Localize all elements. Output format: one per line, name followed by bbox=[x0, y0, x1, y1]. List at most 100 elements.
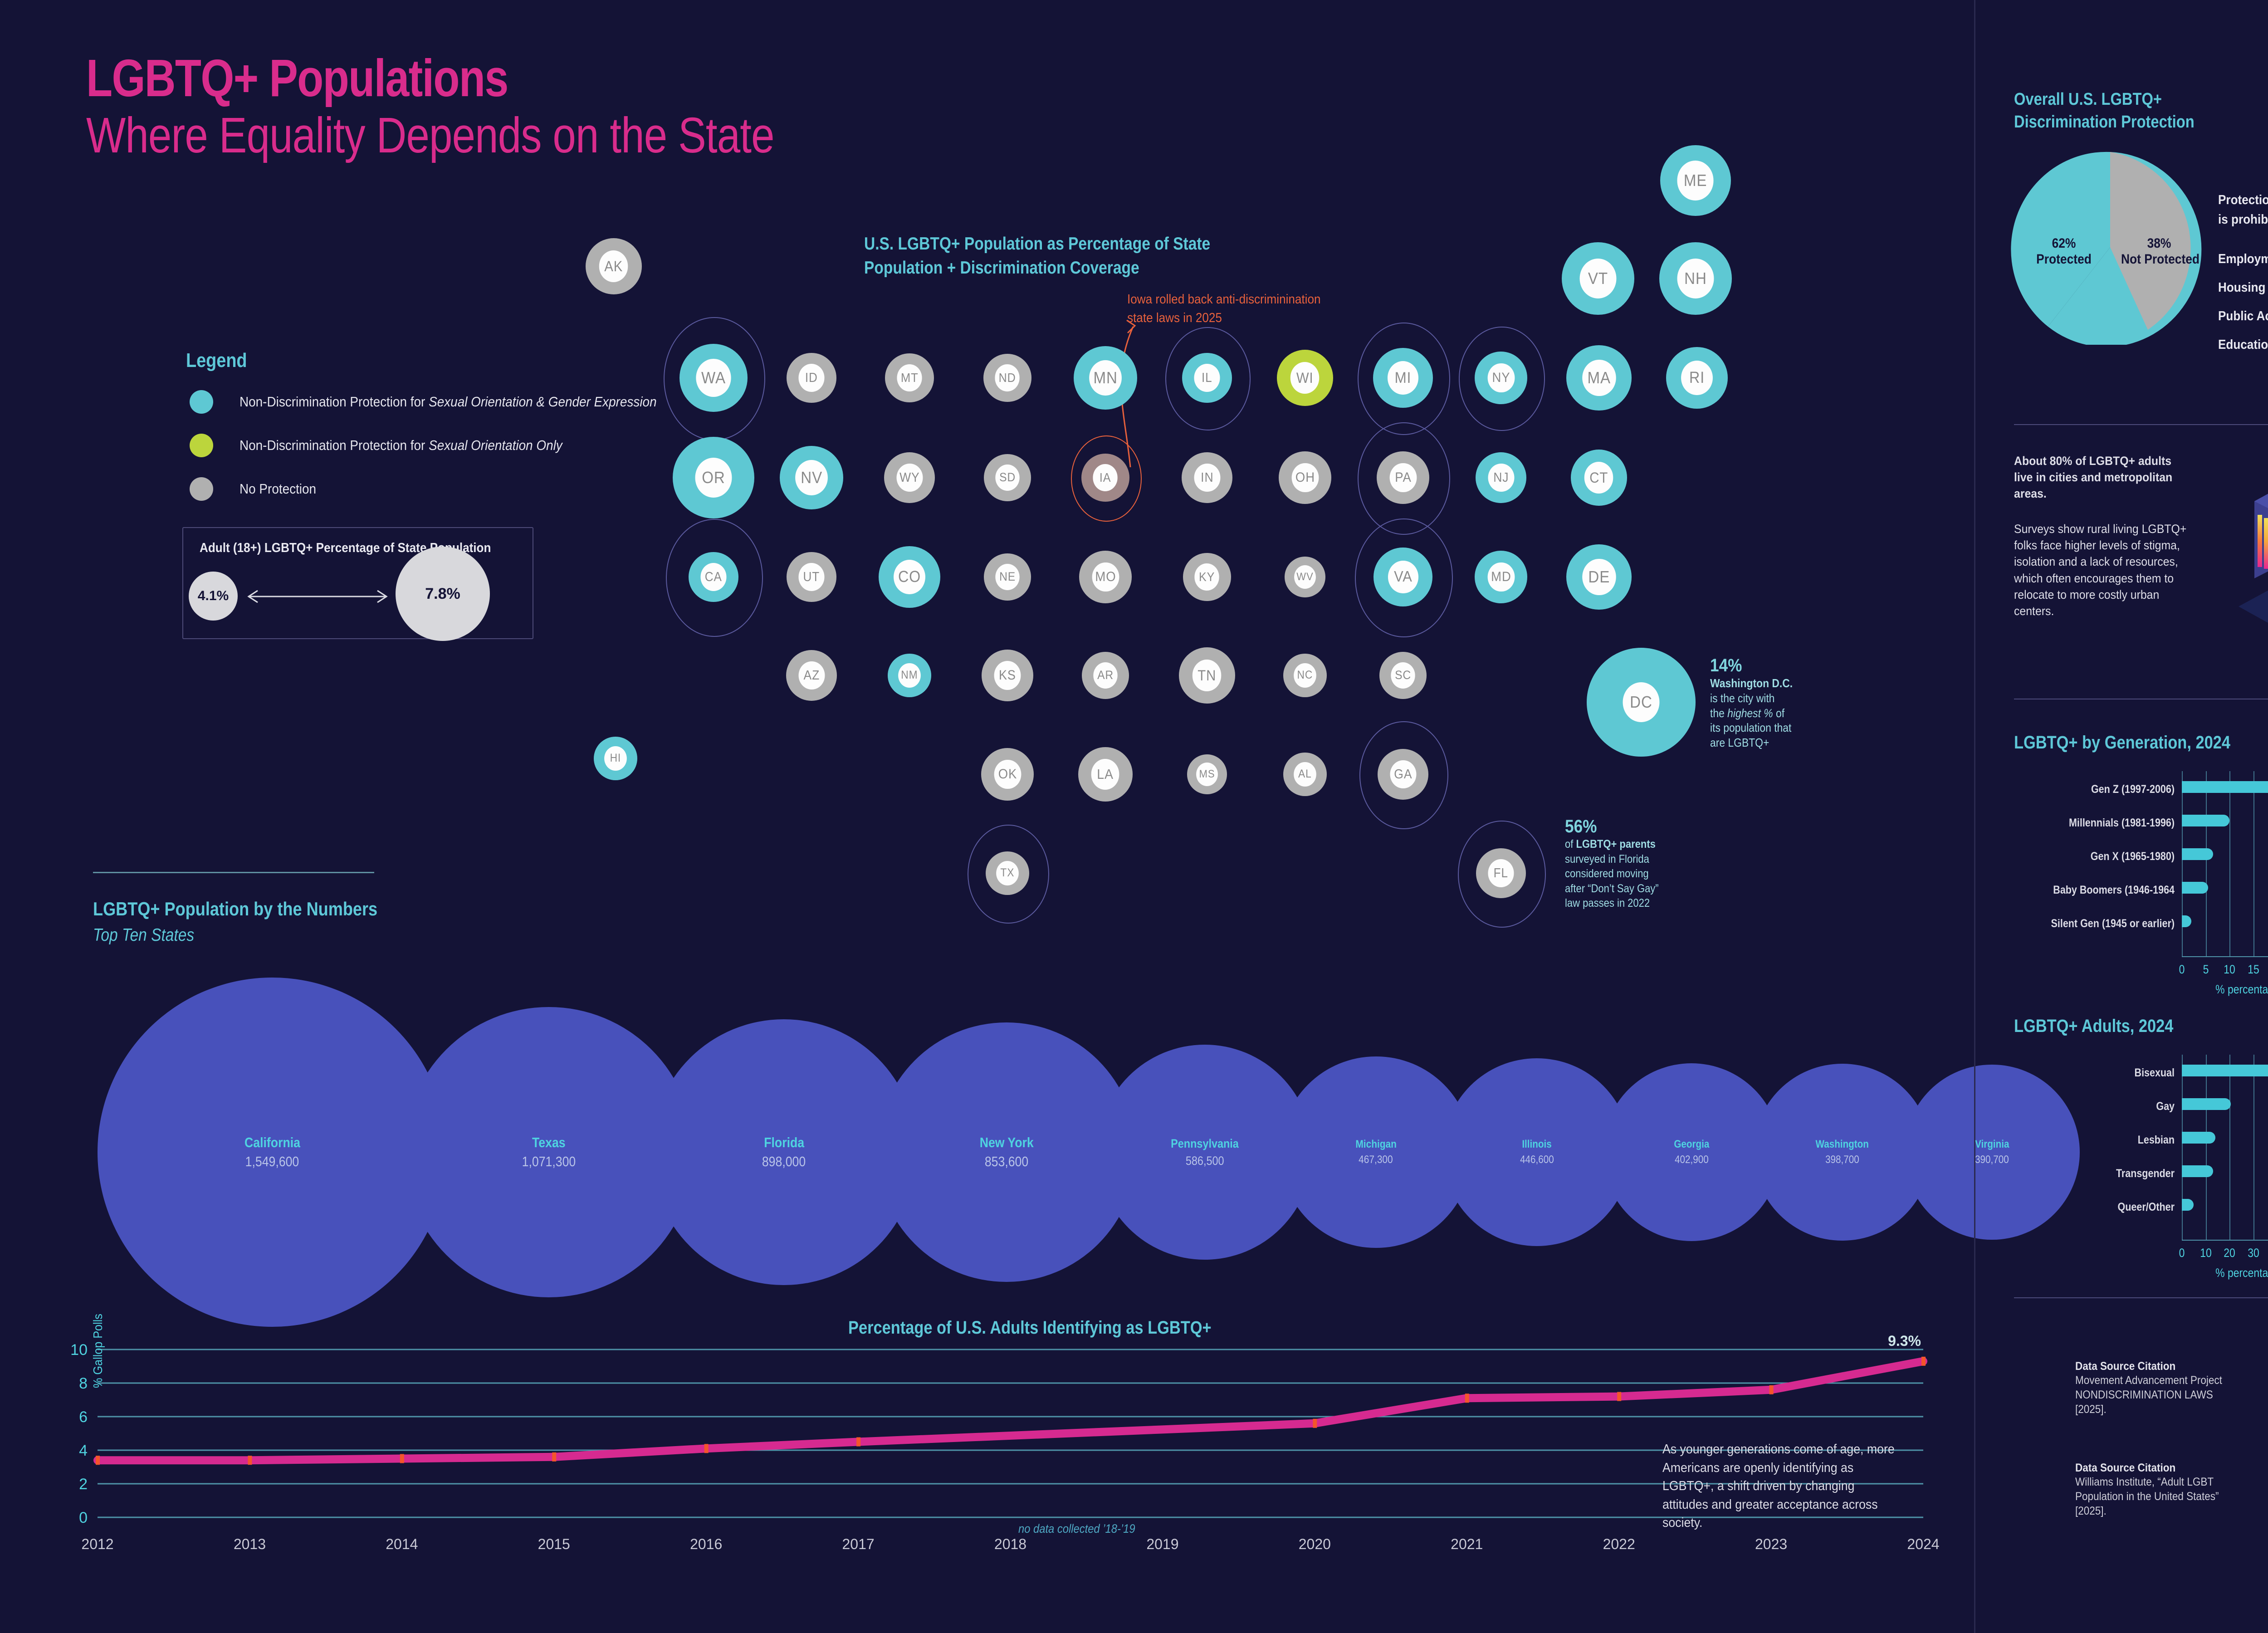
pie-slice2-pct: 38% bbox=[2147, 236, 2171, 251]
state-population-bubble[interactable]: Florida 898,000 bbox=[651, 1019, 917, 1286]
state-abbreviation: NH bbox=[1677, 259, 1714, 298]
state-abbreviation: WA bbox=[696, 359, 731, 397]
citation-2-heading: Data Source Citation bbox=[2075, 1462, 2176, 1474]
state-abbreviation: VA bbox=[1388, 560, 1418, 594]
page-subtitle: Where Equality Depends on the State bbox=[86, 108, 775, 163]
state-bubble-de[interactable]: DE bbox=[1566, 544, 1632, 610]
state-population-bubble[interactable]: Michigan 467,300 bbox=[1280, 1056, 1472, 1248]
state-bubble-tx[interactable]: TX bbox=[986, 851, 1029, 895]
state-bubble-ar[interactable]: AR bbox=[1082, 652, 1129, 699]
state-bubble-ca[interactable]: CA bbox=[689, 552, 738, 602]
state-population-bubble[interactable]: Illinois 446,600 bbox=[1443, 1058, 1631, 1246]
bar[interactable] bbox=[2182, 781, 2268, 793]
bar-category-label: Millennials (1981-1996) bbox=[2068, 816, 2175, 829]
state-abbreviation: WV bbox=[1294, 565, 1316, 589]
state-population-bubble[interactable]: Pennsylvania 586,500 bbox=[1097, 1045, 1312, 1260]
state-bubble-nm[interactable]: NM bbox=[888, 654, 931, 697]
state-abbreviation: IA bbox=[1093, 464, 1118, 491]
state-population-bubble[interactable]: Texas 1,071,300 bbox=[404, 1007, 694, 1298]
legend-heading: Legend bbox=[186, 349, 247, 372]
state-bubble-ak[interactable]: AK bbox=[586, 238, 642, 294]
state-population-bubble[interactable]: Georgia 402,900 bbox=[1602, 1063, 1781, 1242]
bar[interactable] bbox=[2182, 1132, 2215, 1144]
state-bubble-pa[interactable]: PA bbox=[1377, 451, 1429, 504]
fl-callout-line5: law passes in 2022 bbox=[1565, 897, 1650, 909]
state-bubble-md[interactable]: MD bbox=[1475, 551, 1527, 603]
bar[interactable] bbox=[2182, 1098, 2231, 1110]
state-bubble-ok[interactable]: OK bbox=[981, 748, 1034, 801]
state-bubble-dc[interactable]: DC bbox=[1587, 648, 1696, 757]
state-bubble-mt[interactable]: MT bbox=[885, 353, 934, 402]
state-population-bubble[interactable]: Washington 398,700 bbox=[1754, 1063, 1931, 1241]
gridline bbox=[2229, 1055, 2231, 1241]
x-axis-tick: 20 bbox=[2224, 1246, 2236, 1260]
state-bubble-wy[interactable]: WY bbox=[884, 452, 935, 503]
bubble-state-name: Virginia bbox=[1975, 1138, 2009, 1150]
state-bubble-va[interactable]: VA bbox=[1374, 548, 1432, 606]
legend-item: Non-Discrimination Protection for Sexual… bbox=[190, 434, 703, 457]
map-title-line1: U.S. LGBTQ+ Population as Percentage of … bbox=[864, 234, 1211, 254]
state-population-bubble[interactable]: Virginia 390,700 bbox=[1904, 1064, 2080, 1240]
state-bubble-wa[interactable]: WA bbox=[679, 344, 748, 412]
x-axis-tick: 2016 bbox=[690, 1536, 722, 1552]
bar[interactable] bbox=[2182, 882, 2208, 894]
state-abbreviation: TX bbox=[996, 861, 1019, 885]
state-bubble-la[interactable]: LA bbox=[1078, 747, 1133, 802]
state-bubble-ri[interactable]: RI bbox=[1666, 347, 1728, 409]
state-bubble-sc[interactable]: SC bbox=[1379, 652, 1427, 699]
bar[interactable] bbox=[2182, 815, 2230, 826]
state-bubble-nc[interactable]: NC bbox=[1283, 654, 1327, 697]
state-bubble-il[interactable]: IL bbox=[1182, 353, 1232, 403]
state-bubble-ma[interactable]: MA bbox=[1566, 345, 1632, 411]
state-bubble-or[interactable]: OR bbox=[673, 437, 754, 518]
bar[interactable] bbox=[2182, 848, 2213, 860]
bar[interactable] bbox=[2182, 1065, 2268, 1076]
legend-item-label: Non-Discrimination Protection for Sexual… bbox=[240, 437, 562, 453]
state-bubble-fl[interactable]: FL bbox=[1476, 848, 1526, 898]
state-abbreviation: MA bbox=[1582, 359, 1616, 396]
state-bubble-mo[interactable]: MO bbox=[1079, 551, 1132, 603]
state-population-bubble[interactable]: New York 853,600 bbox=[877, 1022, 1136, 1282]
state-bubble-ny[interactable]: NY bbox=[1475, 352, 1527, 404]
bubble-state-name: Washington bbox=[1816, 1138, 1869, 1150]
state-bubble-nj[interactable]: NJ bbox=[1476, 452, 1526, 503]
state-outline-ring bbox=[1355, 518, 1453, 638]
page-title: LGBTQ+ Populations bbox=[86, 49, 508, 108]
state-bubble-mi[interactable]: MI bbox=[1373, 348, 1433, 408]
state-bubble-oh[interactable]: OH bbox=[1279, 451, 1331, 504]
state-bubble-nh[interactable]: NH bbox=[1659, 242, 1732, 315]
state-population-bubble[interactable]: California 1,549,600 bbox=[98, 978, 447, 1327]
state-bubble-mn[interactable]: MN bbox=[1074, 346, 1137, 410]
state-bubble-wv[interactable]: WV bbox=[1285, 557, 1325, 597]
state-bubble-al[interactable]: AL bbox=[1283, 753, 1327, 796]
state-bubble-id[interactable]: ID bbox=[787, 353, 836, 403]
state-bubble-in[interactable]: IN bbox=[1182, 452, 1232, 503]
state-bubble-az[interactable]: AZ bbox=[786, 650, 837, 701]
state-bubble-ga[interactable]: GA bbox=[1378, 749, 1428, 800]
x-axis-tick: 2023 bbox=[1755, 1536, 1787, 1552]
state-bubble-nv[interactable]: NV bbox=[780, 446, 843, 509]
state-bubble-ne[interactable]: NE bbox=[984, 553, 1031, 601]
bar[interactable] bbox=[2182, 1165, 2213, 1177]
citation-1-body: Movement Advancement Project NONDISCRIMI… bbox=[2075, 1374, 2222, 1416]
state-bubble-ms[interactable]: MS bbox=[1187, 754, 1227, 794]
state-outline-ring bbox=[1071, 435, 1142, 522]
bubble-state-name: New York bbox=[979, 1134, 1034, 1150]
state-bubble-vt[interactable]: VT bbox=[1562, 242, 1634, 315]
state-bubble-nd[interactable]: ND bbox=[983, 354, 1031, 402]
state-bubble-hi[interactable]: HI bbox=[594, 737, 637, 780]
state-bubble-tn[interactable]: TN bbox=[1179, 647, 1235, 704]
bar[interactable] bbox=[2182, 915, 2192, 927]
state-bubble-wi[interactable]: WI bbox=[1277, 350, 1333, 406]
state-bubble-me[interactable]: ME bbox=[1660, 145, 1731, 216]
state-bubble-sd[interactable]: SD bbox=[984, 454, 1031, 501]
state-bubble-ky[interactable]: KY bbox=[1183, 553, 1231, 601]
state-bubble-ut[interactable]: UT bbox=[787, 552, 836, 602]
bar[interactable] bbox=[2182, 1199, 2194, 1211]
bubble-state-value: 898,000 bbox=[762, 1153, 806, 1169]
state-bubble-co[interactable]: CO bbox=[879, 546, 940, 608]
state-bubble-ia[interactable]: IA bbox=[1081, 454, 1129, 502]
state-bubble-ks[interactable]: KS bbox=[982, 650, 1033, 701]
data-point-marker bbox=[400, 1454, 404, 1463]
state-bubble-ct[interactable]: CT bbox=[1571, 450, 1627, 506]
